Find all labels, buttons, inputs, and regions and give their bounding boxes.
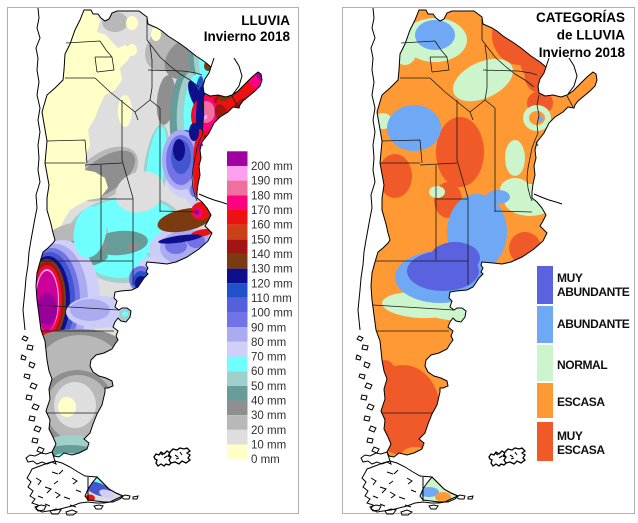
svg-text:Invierno 2018: Invierno 2018 [204, 29, 291, 44]
svg-text:LLUVIA: LLUVIA [241, 13, 290, 28]
svg-text:10 mm: 10 mm [251, 440, 286, 452]
svg-text:120 mm: 120 mm [251, 278, 293, 290]
svg-text:130 mm: 130 mm [251, 264, 293, 276]
svg-text:CATEGORÍAS: CATEGORÍAS [536, 10, 625, 25]
svg-text:de LLUVIA: de LLUVIA [557, 28, 626, 43]
svg-text:190 mm: 190 mm [251, 176, 293, 188]
svg-text:90 mm: 90 mm [251, 322, 286, 334]
svg-text:MUY: MUY [557, 271, 583, 285]
svg-text:80 mm: 80 mm [251, 337, 286, 349]
svg-text:100 mm: 100 mm [251, 308, 293, 320]
svg-text:170 mm: 170 mm [251, 205, 293, 217]
svg-text:MUY: MUY [557, 429, 583, 443]
svg-text:NORMAL: NORMAL [557, 358, 607, 372]
svg-text:ABUNDANTE: ABUNDANTE [557, 285, 630, 299]
svg-text:140 mm: 140 mm [251, 249, 293, 261]
svg-text:ESCASA: ESCASA [557, 395, 605, 409]
svg-text:60 mm: 60 mm [251, 366, 286, 378]
svg-text:180 mm: 180 mm [251, 190, 293, 202]
svg-text:20 mm: 20 mm [251, 425, 286, 437]
svg-text:160 mm: 160 mm [251, 220, 293, 232]
svg-text:30 mm: 30 mm [251, 410, 286, 422]
svg-text:ABUNDANTE: ABUNDANTE [557, 317, 630, 331]
svg-text:150 mm: 150 mm [251, 234, 293, 246]
svg-text:70 mm: 70 mm [251, 352, 286, 364]
svg-text:110 mm: 110 mm [251, 293, 292, 305]
svg-text:40 mm: 40 mm [251, 396, 286, 408]
svg-text:50 mm: 50 mm [251, 381, 286, 393]
svg-text:ESCASA: ESCASA [557, 443, 605, 457]
svg-text:200 mm: 200 mm [251, 161, 293, 173]
svg-text:Invierno 2018: Invierno 2018 [539, 45, 626, 60]
svg-text:0 mm: 0 mm [251, 454, 280, 466]
